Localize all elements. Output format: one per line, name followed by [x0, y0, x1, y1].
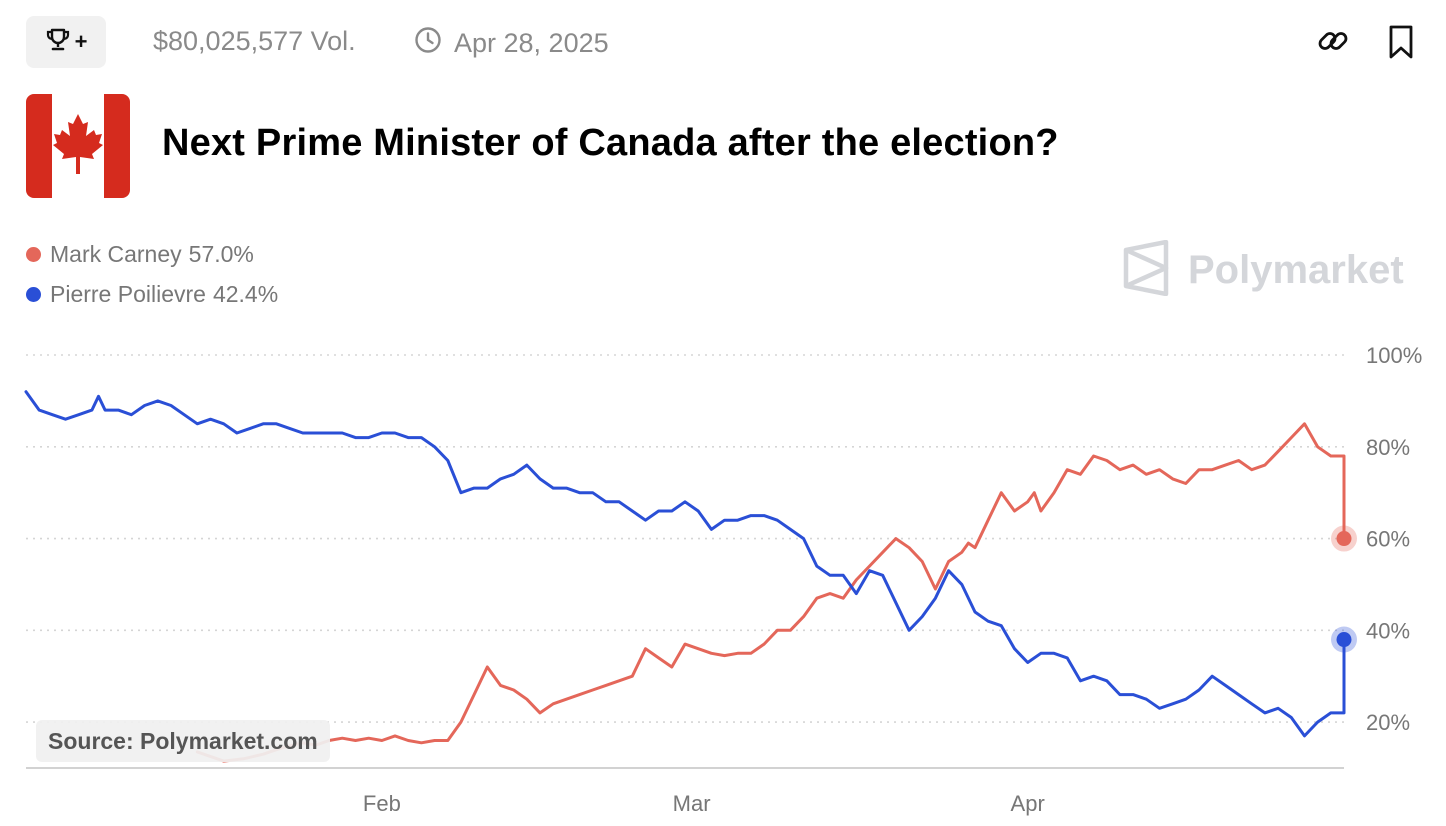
series-line-pierre-poilievre — [24, 390, 1346, 738]
chart-gridlines — [26, 354, 1344, 723]
chart-series — [24, 390, 1346, 763]
clock-icon — [414, 26, 442, 61]
trophy-icon — [45, 27, 71, 58]
end-date: Apr 28, 2025 — [414, 26, 609, 61]
legend-name-poilievre: Pierre Poilievre — [50, 280, 206, 307]
legend-item-poilievre: Pierre Poilievre 42.4% — [26, 274, 278, 314]
watermark-text: Polymarket — [1188, 248, 1404, 292]
bookmark-icon[interactable] — [1386, 24, 1416, 65]
y-axis-ticks: 100% 80% 60% 40% 20% — [1366, 343, 1422, 735]
end-date-text: Apr 28, 2025 — [454, 28, 609, 58]
y-tick-label-80: 80% — [1366, 435, 1410, 460]
legend-item-carney: Mark Carney 57.0% — [26, 234, 278, 274]
legend-name-carney: Mark Carney — [50, 240, 182, 267]
legend-value-poilievre: 42.4% — [212, 280, 279, 307]
y-tick-label-100: 100% — [1366, 343, 1422, 368]
link-icon[interactable] — [1316, 24, 1350, 63]
x-axis-ticks: Feb Mar Apr — [363, 791, 1045, 816]
chart-endpoints — [1331, 525, 1357, 653]
endpoint-mark-carney-dot — [1336, 531, 1352, 547]
x-tick-label-apr: Apr — [1011, 791, 1045, 816]
y-tick-label-60: 60% — [1366, 527, 1410, 552]
market-title: Next Prime Minister of Canada after the … — [162, 122, 1059, 164]
source-badge: Source: Polymarket.com — [36, 720, 330, 762]
x-tick-label-feb: Feb — [363, 791, 401, 816]
legend-dot-poilievre — [26, 286, 41, 302]
x-tick-label-mar: Mar — [673, 791, 711, 816]
top-bar: + $80,025,577 Vol. Apr 28, 2025 — [26, 16, 1420, 68]
y-tick-label-20: 20% — [1366, 710, 1410, 735]
volume-text: $80,025,577 Vol. — [153, 26, 356, 56]
endpoint-pierre-poilievre-dot — [1336, 632, 1352, 648]
price-history-chart: 100% 80% 60% 40% 20% Feb Mar Apr — [24, 343, 1422, 816]
trophy-plus-button[interactable]: + — [26, 16, 106, 68]
series-line-mark-carney — [195, 422, 1346, 763]
legend-value-carney: 57.0% — [188, 240, 254, 267]
polymarket-logo-icon — [1122, 239, 1170, 301]
chart-legend: Mark Carney 57.0% Pierre Poilievre 42.4% — [26, 234, 278, 314]
y-tick-label-40: 40% — [1366, 618, 1410, 643]
polymarket-watermark: Polymarket — [1122, 239, 1404, 301]
legend-dot-carney — [26, 246, 41, 262]
trophy-plus-label: + — [74, 29, 88, 54]
canada-flag-icon — [26, 94, 130, 198]
